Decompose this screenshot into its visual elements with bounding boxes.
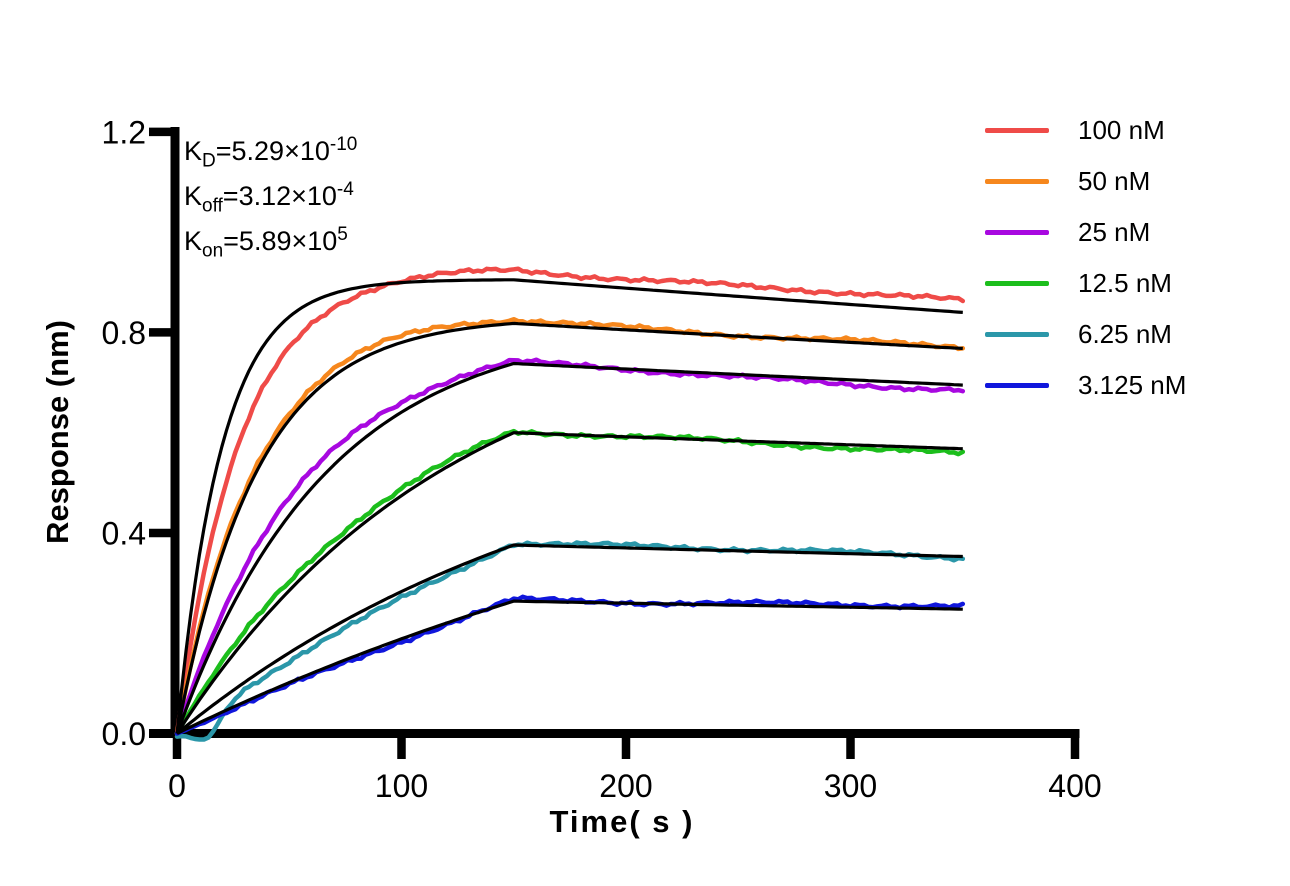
legend-item: 50 nM xyxy=(985,156,1186,207)
y-tick-label: 0.8 xyxy=(102,315,146,351)
fit-curve-25nM xyxy=(175,361,963,735)
legend-line-swatch xyxy=(985,383,1049,388)
x-tick-label: 0 xyxy=(168,768,186,804)
fit-curve-6.25nM xyxy=(175,543,963,735)
y-axis-title: Response (nm) xyxy=(40,320,75,544)
legend-item: 12.5 nM xyxy=(985,258,1186,309)
x-tick-label: 400 xyxy=(1048,768,1101,804)
data-curve-6.25nM xyxy=(174,540,966,742)
x-tick-label: 100 xyxy=(375,768,428,804)
legend-line-swatch xyxy=(985,281,1049,286)
x-tick-label: 300 xyxy=(824,768,877,804)
legend-item-label: 50 nM xyxy=(1078,166,1151,196)
legend: 100 nM 50 nM 25 nM 12.5 nM 6.25 nM 3.125… xyxy=(985,105,1186,411)
x-tick-label: 200 xyxy=(599,768,652,804)
data-curve-50nM xyxy=(174,316,966,736)
legend-line-swatch xyxy=(985,332,1049,337)
data-curve-25nM xyxy=(174,357,966,736)
fit-curve-12.5nM xyxy=(175,431,963,735)
y-tick-label: 1.2 xyxy=(102,114,146,150)
y-tick-label: 0.0 xyxy=(102,716,146,752)
legend-line-swatch xyxy=(985,179,1049,184)
kd-value-line: KD=5.29×10-10 xyxy=(184,134,358,172)
data-curve-12.5nM xyxy=(174,428,966,736)
legend-item-label: 25 nM xyxy=(1078,217,1151,247)
data-curve-100nM xyxy=(174,266,966,736)
legend-item-label: 3.125 nM xyxy=(1078,370,1187,400)
legend-item: 100 nM xyxy=(985,105,1186,156)
kinetics-annotation: KD=5.29×10-10 Koff=3.12×10-4 Kon=5.89×10… xyxy=(184,129,357,264)
legend-line-swatch xyxy=(985,128,1049,133)
data-curve-3.125nM xyxy=(174,594,966,736)
fit-curve-50nM xyxy=(175,321,963,734)
kon-value-line: Kon=5.89×105 xyxy=(184,224,348,262)
legend-line-swatch xyxy=(985,230,1049,235)
fit-curve-100nM xyxy=(175,278,963,734)
legend-item: 3.125 nM xyxy=(985,360,1186,411)
legend-item-label: 12.5 nM xyxy=(1078,268,1172,298)
legend-item-label: 6.25 nM xyxy=(1078,319,1172,349)
x-axis-title: Time( s ) xyxy=(549,804,695,839)
legend-item: 6.25 nM xyxy=(985,309,1186,360)
fit-curve-3.125nM xyxy=(176,599,963,735)
y-tick-label: 0.4 xyxy=(102,515,146,551)
koff-value-line: Koff=3.12×10-4 xyxy=(184,179,354,217)
legend-item: 25 nM xyxy=(985,207,1186,258)
legend-item-label: 100 nM xyxy=(1078,115,1165,145)
